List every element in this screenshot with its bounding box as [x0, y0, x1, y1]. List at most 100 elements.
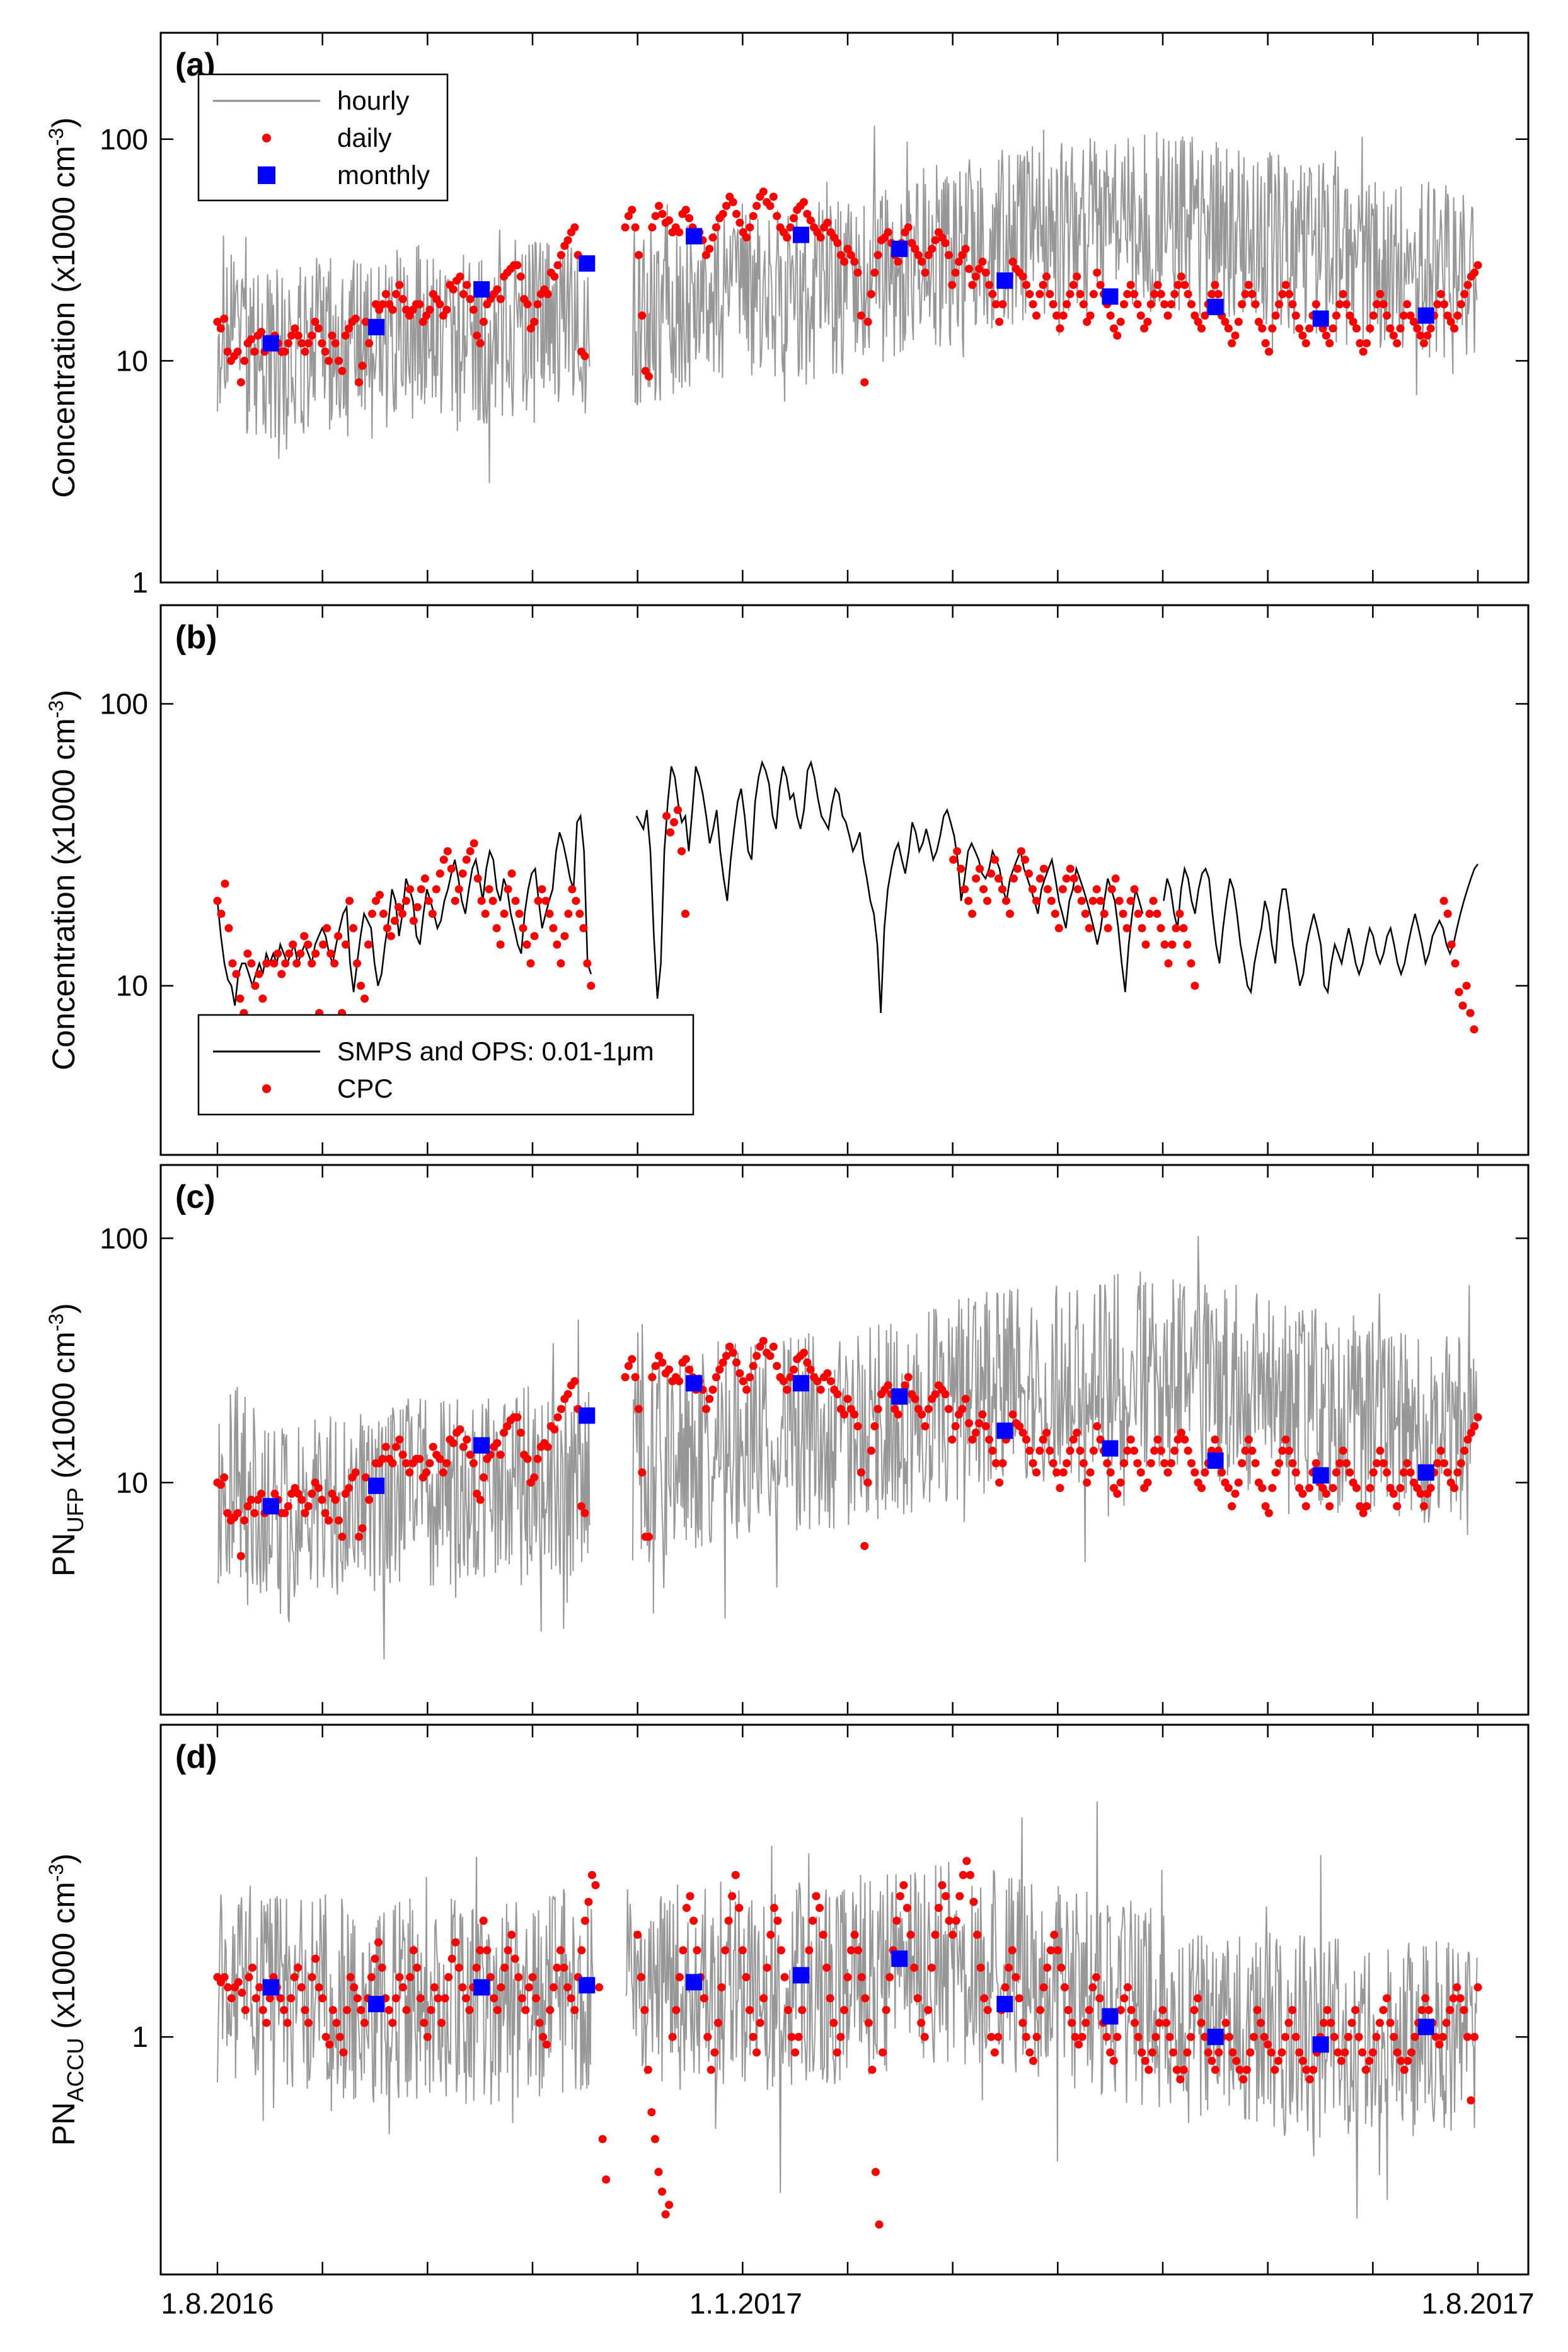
panel-c-daily-point-221	[958, 1405, 967, 1413]
panel-d-daily-point-246	[1075, 2040, 1083, 2049]
panel-c-daily-point-194	[867, 1446, 875, 1455]
panel-d-daily-point-130	[668, 2032, 677, 2041]
panel-c-daily-point-210	[921, 1422, 930, 1431]
panel-b-cpc-point-88	[545, 910, 554, 918]
panel-c-daily-point-190	[853, 1422, 862, 1431]
panel-b-ylabel: Concentration (x1000 cm-3)	[45, 690, 81, 1070]
panel-d-daily-point-306	[1284, 2019, 1293, 2027]
panel-a-daily-point-274	[1136, 311, 1145, 320]
panel-a-daily-point-148	[712, 223, 720, 232]
panel-c-daily-point-302	[1231, 1490, 1240, 1498]
panel-d-daily-point-334	[1383, 1994, 1392, 2003]
panel-b-legend-box	[197, 1014, 695, 1116]
panel-b-cpc-point-53	[413, 903, 422, 912]
panel-c-daily-point-354	[1406, 1468, 1415, 1477]
panel-a-daily-point-337	[1349, 317, 1358, 326]
panel-c-daily-point-247	[1046, 1446, 1054, 1455]
panel-b-cpc-point-255	[1175, 910, 1184, 918]
panel-b-cpc-point-196	[953, 847, 962, 855]
panel-a-daily-point-252	[1063, 300, 1071, 309]
panel-b-cpc-point-259	[1190, 982, 1199, 990]
panel-b-cpc-point-222	[1051, 910, 1059, 918]
panel-b-cpc-point-332	[1466, 1009, 1475, 1017]
panel-d-daily-point-264	[1138, 2048, 1146, 2057]
panel-b-cpc-point-249	[1153, 910, 1162, 918]
panel-b-cpc-point-77	[504, 885, 512, 894]
panel-d-daily-point-68	[451, 1938, 460, 1947]
panel-c-daily-point-95	[533, 1454, 542, 1463]
panel-a-daily-point-20	[280, 347, 289, 356]
panel-d-daily-point-238	[1046, 1946, 1055, 1955]
panel-d-daily-point-81	[497, 1983, 505, 1992]
panel-c-daily-point-362	[1433, 1459, 1442, 1468]
panel-d-daily-point-288	[1221, 2019, 1230, 2027]
panel-a-daily-point-261	[1093, 268, 1102, 277]
panel-d-daily-point-57	[413, 1963, 422, 1972]
panel-b-cpc-point-327	[1447, 940, 1456, 949]
panel-d-daily-point-333	[1379, 2006, 1388, 2015]
panel-a-daily-point-348	[1386, 324, 1395, 333]
panel-d-daily-point-58	[416, 1994, 425, 2003]
panel-b-cpc-point-235	[1100, 910, 1109, 918]
panel-a-daily-point-304	[1238, 300, 1247, 309]
panel-d-daily-point-45	[371, 1954, 379, 1963]
panel-a-daily-point-160	[752, 202, 761, 211]
panel-c-daily-point-257	[1079, 1459, 1088, 1468]
panel-d-daily-point-188	[871, 2167, 880, 2176]
panel-d-daily-point-338	[1397, 2056, 1405, 2065]
panel-d-daily-point-23	[294, 1963, 303, 1972]
panel-c-daily-point-31	[318, 1495, 326, 1504]
panel-c-daily-point-50	[381, 1442, 390, 1451]
panel-c-monthly-point-3	[579, 1407, 596, 1424]
panel-a-daily-point-94	[530, 317, 539, 326]
panel-d-daily-point-310	[1298, 2056, 1307, 2065]
panel-c-daily-point-264	[1103, 1459, 1112, 1468]
panel-a-daily-point-336	[1346, 311, 1354, 320]
panel-a-daily-point-352	[1399, 311, 1408, 320]
panel-a-daily-point-217	[944, 251, 953, 260]
panel-d-daily-point-77	[483, 1946, 492, 1955]
panel-a-daily-point-233	[998, 300, 1007, 309]
panel-b-cpc-point-66	[462, 855, 471, 864]
panel-c-daily-point-74	[463, 1435, 471, 1444]
panel-a-daily-point-277	[1146, 300, 1155, 309]
panel-d-daily-point-356	[1460, 2006, 1468, 2015]
panel-a-daily-point-295	[1208, 290, 1216, 299]
panel-c-daily-point-336	[1346, 1468, 1354, 1477]
panel-c-daily-point-159	[749, 1362, 758, 1370]
panel-c-daily-point-168	[779, 1377, 788, 1386]
panel-d-daily-point-141	[706, 2065, 715, 2074]
panel-c-daily-point-75	[466, 1451, 475, 1459]
panel-d-daily-point-56	[409, 1946, 418, 1955]
panel-a-daily-point-302	[1231, 331, 1240, 340]
panel-a-daily-point-273	[1133, 300, 1142, 309]
panel-c-daily-point-151	[722, 1352, 730, 1360]
panel-b-cpc-point-94	[568, 885, 577, 894]
panel-a-daily-point-137	[675, 228, 684, 237]
panel-a-daily-point-286	[1177, 272, 1185, 281]
panel-d-daily-point-196	[899, 1881, 908, 1890]
panel-d-daily-point-360	[1473, 1983, 1482, 1992]
panel-d-daily-point-30	[318, 1994, 327, 2003]
panel-b-cpc-point-231	[1085, 924, 1093, 932]
panel-d-daily-point-355	[1456, 1994, 1465, 2003]
panel-a-daily-point-129	[648, 223, 657, 232]
panel-d-daily-point-87	[517, 1994, 526, 2003]
panel-c-daily-point-334	[1339, 1446, 1347, 1455]
panel-b-cpc-point-15	[270, 959, 279, 968]
panel-d-daily-point-108	[591, 1881, 600, 1890]
panel-a-daily-point-270	[1123, 290, 1132, 299]
legend-smps-text: SMPS and OPS: 0.01-1μm	[337, 1036, 654, 1066]
panel-a-daily-point-351	[1396, 324, 1405, 333]
panel-d-daily-point-267	[1148, 2048, 1156, 2057]
panel-a-daily-point-6	[233, 347, 242, 356]
panel-b-cpc-point-330	[1458, 1001, 1467, 1010]
panel-a-daily-point-297	[1214, 290, 1223, 299]
panel-b-cpc-point-221	[1047, 896, 1056, 905]
panel-b-cpc-point-326	[1443, 910, 1452, 918]
panel-d-daily-point-212	[955, 1892, 964, 1901]
panel-d-daily-point-330	[1368, 2048, 1377, 2057]
panel-d-daily-point-215	[966, 1870, 974, 1879]
panel-c-daily-point-253	[1066, 1446, 1075, 1455]
panel-c-daily-point-223	[965, 1419, 974, 1428]
